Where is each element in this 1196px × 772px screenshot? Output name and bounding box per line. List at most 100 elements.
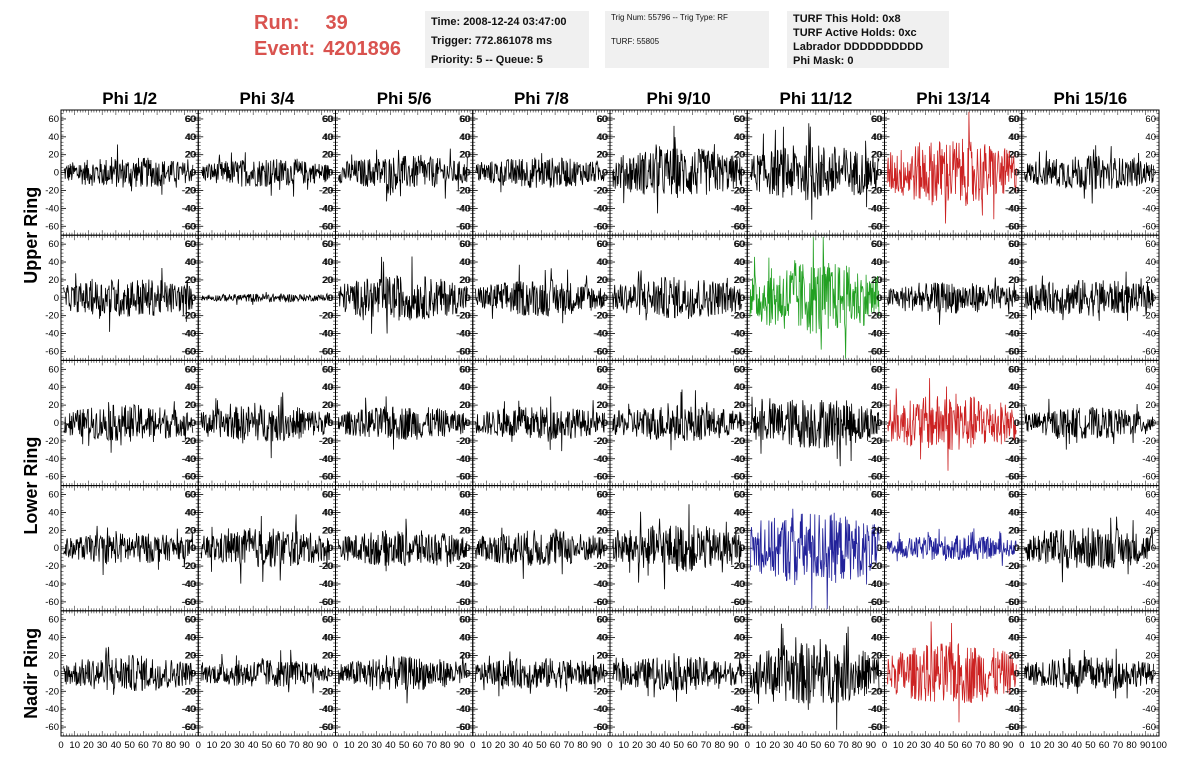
y-tick-label: -20 xyxy=(45,311,59,322)
y-tick-label: 20 xyxy=(185,275,196,286)
y-tick-label: 0 xyxy=(191,293,196,304)
event-label: Event: xyxy=(254,38,316,60)
y-tick-label: 20 xyxy=(1145,150,1156,161)
y-tick-label: 20 xyxy=(1008,400,1019,411)
y-tick-label: 60 xyxy=(185,114,196,125)
y-tick-label: 0 xyxy=(877,293,882,304)
y-tick-label: -20 xyxy=(1142,436,1156,447)
y-tick-label: -20 xyxy=(868,185,882,196)
y-tick-label: 20 xyxy=(323,150,334,161)
y-tick-label: -40 xyxy=(182,454,196,465)
y-tick-label: -20 xyxy=(182,561,196,572)
y-tick-label: -20 xyxy=(320,311,334,322)
y-tick-label: 40 xyxy=(459,257,470,268)
waveform-trace xyxy=(612,125,743,214)
waveform-trace xyxy=(200,291,331,305)
y-tick-label: 40 xyxy=(735,132,746,143)
y-tick-label: -40 xyxy=(457,203,471,214)
y-tick-label: -20 xyxy=(731,436,745,447)
y-tick-label: 20 xyxy=(322,275,333,286)
y-tick-label: -60 xyxy=(1142,472,1156,483)
waveform-trace xyxy=(749,396,880,467)
y-tick-label: -60 xyxy=(183,221,197,232)
y-tick-label: 40 xyxy=(186,382,197,393)
y-tick-label: 20 xyxy=(1145,275,1156,286)
waveform-trace xyxy=(886,111,1017,224)
y-tick-label: -40 xyxy=(1005,454,1019,465)
y-tick-label: 20 xyxy=(871,150,882,161)
y-tick-label: -40 xyxy=(731,454,745,465)
y-tick-label: -60 xyxy=(1005,221,1019,232)
y-tick-label: 40 xyxy=(1008,257,1019,268)
y-tick-label: -20 xyxy=(456,185,470,196)
y-tick-label: 20 xyxy=(735,150,746,161)
y-tick-label: -20 xyxy=(731,185,745,196)
y-tick-label: -20 xyxy=(869,311,883,322)
y-tick-label: 20 xyxy=(734,150,745,161)
y-tick-label: 40 xyxy=(734,257,745,268)
y-tick-label: -60 xyxy=(45,221,59,232)
y-tick-label: 60 xyxy=(185,490,196,501)
waveform-trace xyxy=(475,153,605,193)
waveform-trace xyxy=(475,396,605,452)
y-tick-label: 20 xyxy=(460,150,471,161)
y-tick-label: 60 xyxy=(323,364,334,375)
y-tick-label: 60 xyxy=(1009,114,1020,125)
y-tick-label: -20 xyxy=(457,185,471,196)
run-label: Run: xyxy=(254,12,300,34)
y-tick-label: 40 xyxy=(48,257,59,268)
y-tick-label: -40 xyxy=(1006,329,1020,340)
y-tick-label: 40 xyxy=(185,257,196,268)
y-tick-label: 40 xyxy=(323,382,334,393)
y-tick-label: 20 xyxy=(872,400,883,411)
y-tick-label: -40 xyxy=(731,203,745,214)
y-tick-label: -20 xyxy=(1005,185,1019,196)
y-tick-label: 40 xyxy=(1009,257,1020,268)
y-tick-label: -60 xyxy=(593,472,607,483)
y-tick-label: -20 xyxy=(868,311,882,322)
y-tick-label: -40 xyxy=(319,329,333,340)
y-tick-label: 20 xyxy=(48,150,59,161)
column-title: Phi 1/2 xyxy=(102,89,157,108)
waveform-trace xyxy=(63,144,194,195)
y-tick-label: -40 xyxy=(1006,454,1020,465)
y-tick-label: -40 xyxy=(183,203,197,214)
y-tick-label: 40 xyxy=(871,132,882,143)
y-tick-label: 40 xyxy=(872,382,883,393)
y-tick-label: 40 xyxy=(596,382,607,393)
waveform-trace xyxy=(749,123,880,220)
y-tick-label: 40 xyxy=(460,257,471,268)
y-tick-label: -20 xyxy=(594,436,608,447)
y-tick-label: 40 xyxy=(460,382,471,393)
y-tick-label: -20 xyxy=(1142,185,1156,196)
y-tick-label: 40 xyxy=(1009,132,1020,143)
y-tick-label: -20 xyxy=(732,185,746,196)
y-tick-label: 40 xyxy=(1145,257,1156,268)
y-tick-label: -60 xyxy=(593,221,607,232)
waveform-trace xyxy=(1024,398,1154,450)
y-tick-label: 40 xyxy=(459,382,470,393)
y-tick-label: 40 xyxy=(186,257,197,268)
trigger-text: Trigger: 772.861078 ms xyxy=(431,35,553,47)
y-tick-label: -20 xyxy=(319,185,333,196)
y-tick-label: -40 xyxy=(868,329,882,340)
y-tick-label: 60 xyxy=(460,114,471,125)
y-tick-label: -40 xyxy=(456,203,470,214)
y-tick-label: -20 xyxy=(869,185,883,196)
y-tick-label: -60 xyxy=(732,472,746,483)
y-tick-label: -60 xyxy=(320,472,334,483)
y-tick-label: 40 xyxy=(459,132,470,143)
y-tick-label: 40 xyxy=(1009,382,1020,393)
y-tick-label: 20 xyxy=(185,525,196,536)
y-tick-label: -20 xyxy=(319,311,333,322)
y-tick-label: -40 xyxy=(457,454,471,465)
y-tick-label: 20 xyxy=(735,275,746,286)
waveform-trace xyxy=(1024,145,1154,204)
y-tick-label: -20 xyxy=(593,311,607,322)
y-tick-label: 60 xyxy=(1145,364,1156,375)
y-tick-label: -60 xyxy=(182,221,196,232)
y-tick-label: 20 xyxy=(48,275,59,286)
y-tick-label: -40 xyxy=(1005,203,1019,214)
ring-label: Nadir Ring xyxy=(21,628,41,719)
